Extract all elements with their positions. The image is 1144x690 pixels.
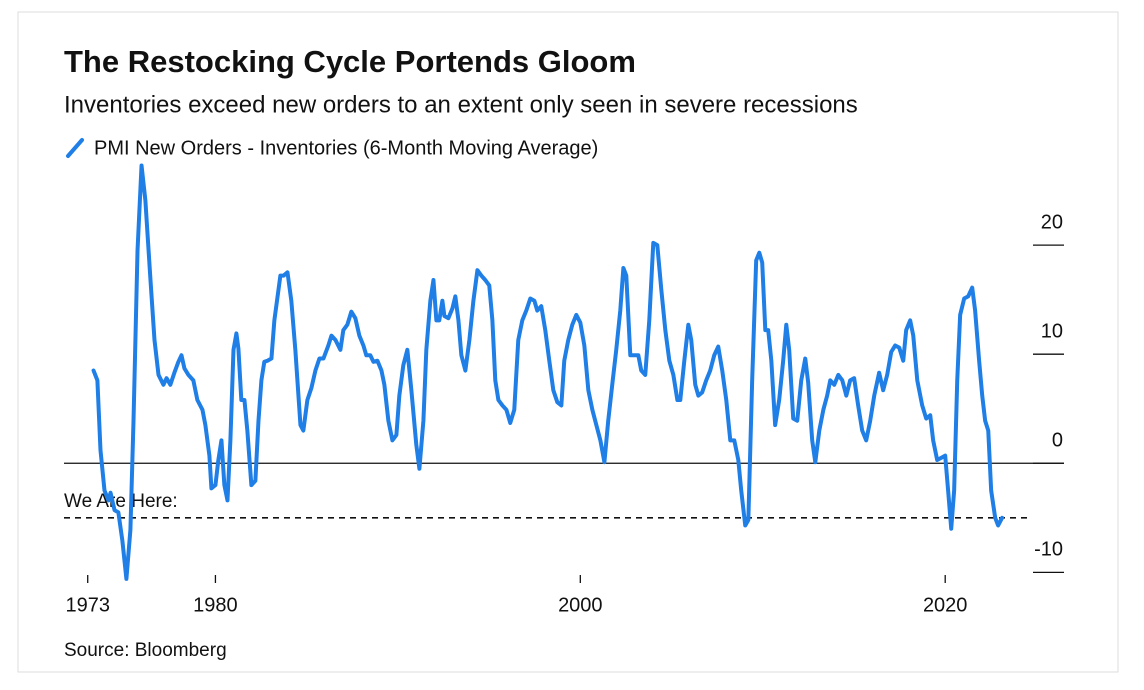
y-tick-label: 0 — [1052, 430, 1063, 452]
x-tick-label: 2000 — [558, 594, 603, 616]
y-tick-label: 20 — [1041, 211, 1063, 233]
annotation: We Are Here: — [64, 491, 178, 512]
legend-icon — [66, 138, 84, 158]
x-tick-label: 2020 — [923, 594, 968, 616]
legend-label: PMI New Orders - Inventories (6-Month Mo… — [94, 137, 598, 159]
y-tick-label: 10 — [1041, 320, 1063, 342]
y-tick-label: -10 — [1034, 539, 1063, 561]
source: Source: Bloomberg — [64, 640, 227, 661]
chart-title: The Restocking Cycle Portends Gloom — [64, 44, 636, 79]
chart-subtitle: Inventories exceed new orders to an exte… — [64, 91, 858, 118]
x-tick-label: 1980 — [193, 594, 238, 616]
x-tick-label: 1973 — [65, 594, 110, 616]
series-line — [91, 163, 1005, 581]
